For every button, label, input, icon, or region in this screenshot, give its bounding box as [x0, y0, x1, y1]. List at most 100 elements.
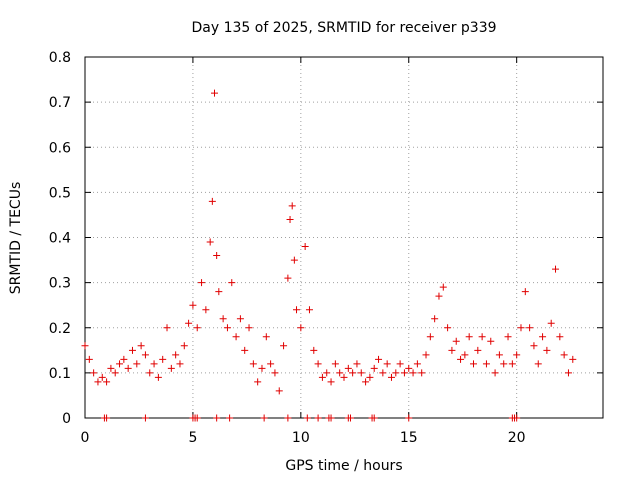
data-point: [208, 197, 216, 205]
y-tick-labels: 0 0.1 0.2 0.3 0.4 0.5 0.6 0.7 0.8: [49, 50, 71, 427]
data-point: [107, 364, 115, 372]
data-point: [103, 378, 111, 386]
data-point: [323, 369, 331, 377]
data-point: [128, 346, 136, 354]
data-point: [213, 252, 221, 260]
data-point: [146, 369, 154, 377]
data-point: [120, 355, 128, 363]
data-point: [556, 333, 564, 341]
data-point: [513, 414, 521, 422]
y-tick-label: 0.4: [49, 231, 71, 247]
data-point: [346, 414, 354, 422]
data-point: [543, 346, 551, 354]
y-tick-label: 0.7: [49, 95, 71, 111]
data-point: [202, 306, 210, 314]
data-point: [81, 342, 89, 350]
data-point: [336, 369, 344, 377]
data-point: [94, 378, 102, 386]
data-point: [344, 364, 352, 372]
data-point: [284, 414, 292, 422]
data-point: [495, 351, 503, 359]
data-point: [293, 306, 301, 314]
data-point: [452, 337, 460, 345]
data-point: [150, 360, 158, 368]
x-tick-labels: 0 5 10 15 20: [81, 430, 526, 446]
x-tick-label: 0: [81, 430, 90, 446]
data-point: [405, 364, 413, 372]
data-point: [465, 333, 473, 341]
data-point: [370, 414, 378, 422]
y-tick-label: 0.3: [49, 276, 71, 292]
data-point: [526, 324, 534, 332]
data-point: [552, 265, 560, 273]
data-point: [349, 369, 357, 377]
data-point: [418, 369, 426, 377]
data-point: [439, 283, 447, 291]
data-point: [176, 360, 184, 368]
data-point: [245, 324, 253, 332]
data-point: [413, 360, 421, 368]
data-point: [211, 89, 218, 97]
data-point: [133, 360, 141, 368]
data-point: [482, 360, 490, 368]
data-point: [303, 414, 311, 422]
data-point: [193, 324, 201, 332]
data-point: [226, 414, 234, 422]
data-point: [223, 324, 231, 332]
data-point: [232, 333, 240, 341]
tick-marks: [84, 56, 603, 419]
data-point: [141, 414, 149, 422]
data-point: [275, 387, 283, 395]
data-point: [98, 373, 106, 381]
data-point: [500, 360, 508, 368]
data-point: [206, 238, 214, 246]
data-point: [286, 215, 294, 223]
data-point: [198, 279, 206, 287]
data-point: [124, 364, 132, 372]
data-point: [159, 355, 167, 363]
data-point: [400, 369, 408, 377]
data-point: [375, 355, 383, 363]
data-point: [249, 360, 257, 368]
data-point: [353, 360, 361, 368]
data-point: [260, 414, 268, 422]
data-point: [504, 333, 512, 341]
data-point: [444, 324, 452, 332]
data-point: [116, 360, 124, 368]
data-point: [185, 319, 193, 327]
data-point: [228, 279, 236, 287]
data-point: [478, 333, 486, 341]
data-point: [409, 369, 417, 377]
data-point: [236, 315, 244, 323]
data-point: [262, 333, 270, 341]
data-point: [431, 315, 439, 323]
chart-title: Day 135 of 2025, SRMTID for receiver p33…: [191, 20, 496, 36]
data-point: [513, 351, 521, 359]
x-axis-label: GPS time / hours: [285, 458, 402, 474]
data-point: [314, 414, 322, 422]
data-point: [470, 360, 477, 368]
data-point: [85, 355, 93, 363]
data-point: [103, 414, 111, 422]
data-point: [141, 351, 149, 359]
data-point: [219, 315, 227, 323]
x-tick-label: 15: [400, 430, 418, 446]
data-point: [521, 288, 529, 296]
y-tick-label: 0.6: [49, 140, 71, 156]
data-point: [422, 351, 430, 359]
data-points: [81, 89, 577, 422]
data-point: [392, 369, 400, 377]
data-point: [547, 319, 555, 327]
data-point: [327, 414, 335, 422]
data-point: [90, 369, 98, 377]
data-point: [530, 342, 538, 350]
data-point: [318, 373, 326, 381]
x-tick-label: 5: [188, 430, 197, 446]
data-point: [137, 342, 145, 350]
y-axis-label: SRMTID / TECUs: [8, 182, 24, 295]
data-point: [241, 346, 249, 354]
data-point: [290, 256, 298, 264]
data-point: [340, 373, 348, 381]
data-point: [331, 360, 339, 368]
